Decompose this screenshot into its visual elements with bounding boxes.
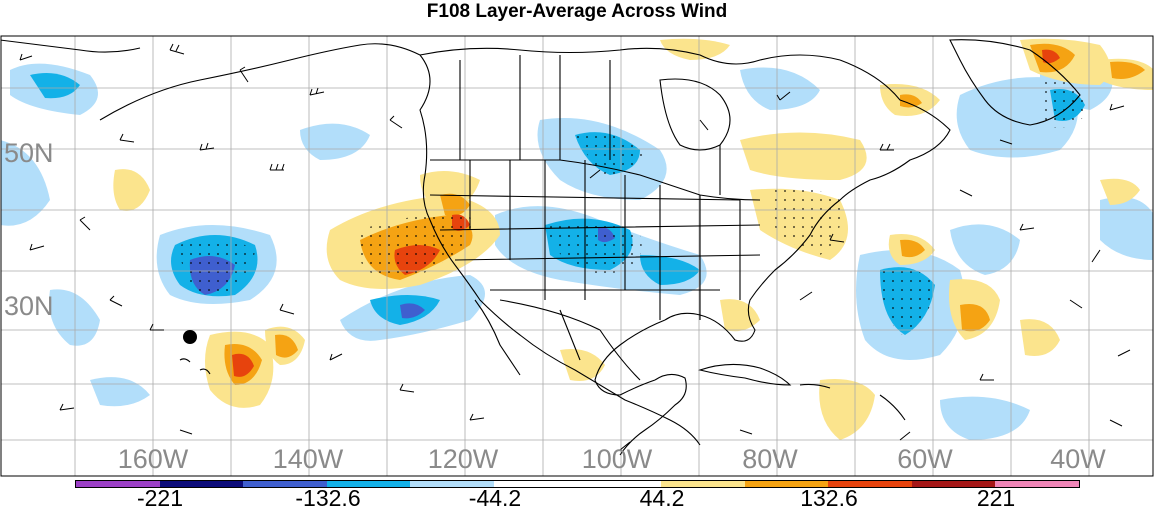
colorbar-segment	[744, 481, 829, 487]
colorbar-label: 221	[976, 485, 1016, 511]
colorbar-label: 132.6	[800, 485, 858, 511]
lon-label-160w: 160W	[117, 444, 189, 474]
graticule	[1, 36, 1153, 476]
colorbar-label: -132.6	[295, 485, 361, 511]
colorbar-segment	[661, 481, 745, 487]
colorbar-segment	[159, 481, 244, 487]
lat-label-30n: 30N	[4, 291, 54, 321]
lat-label-50n: 50N	[4, 138, 54, 168]
map-frame	[0, 35, 1154, 477]
colorbar	[75, 480, 1080, 488]
colorbar-segment	[76, 481, 160, 487]
lon-label-40w: 40W	[1050, 444, 1106, 474]
lon-label-60w: 60W	[897, 444, 953, 474]
lon-label-80w: 80W	[742, 444, 798, 474]
colorbar-label: -44.2	[468, 485, 522, 511]
colorbar-segment	[243, 481, 327, 487]
colorbar-segment	[326, 481, 411, 487]
colorbar-segment	[577, 481, 662, 487]
wind-barbs	[19, 43, 1131, 451]
stipple-overlay	[180, 79, 1090, 335]
filled-circle-icon	[183, 330, 197, 344]
coastlines-and-borders	[1, 39, 1081, 456]
lon-label-100w: 100W	[581, 444, 653, 474]
colorbar-segment	[911, 481, 996, 487]
colorbar-segment	[995, 481, 1079, 487]
colorbar-segment	[493, 481, 578, 487]
colorbar-segment	[828, 481, 912, 487]
lon-label-120w: 120W	[427, 444, 499, 474]
lon-label-140w: 140W	[272, 444, 344, 474]
colorbar-label: 44.2	[639, 485, 685, 511]
page-title: F108 Layer-Average Across Wind	[426, 1, 728, 22]
colorbar-segment	[410, 481, 494, 487]
colorbar-label: -221	[136, 485, 184, 511]
